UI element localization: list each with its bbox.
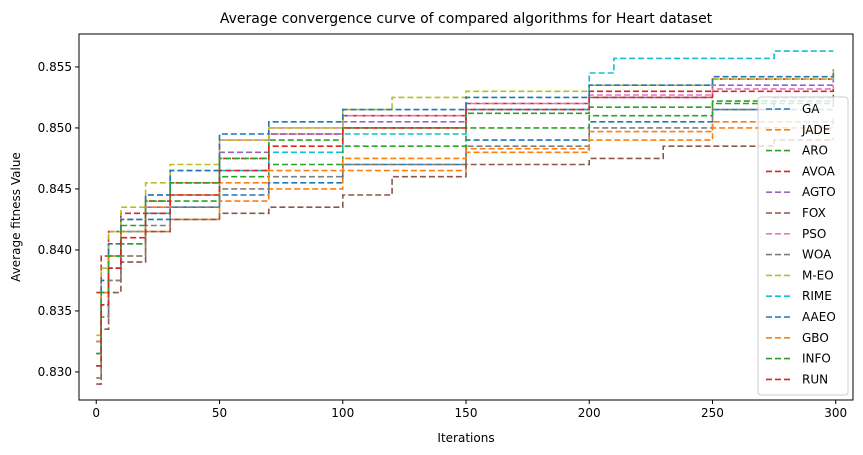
x-tick-label: 50 xyxy=(212,406,227,420)
series-layer xyxy=(96,50,835,385)
y-axis: 0.830 0.835 0.840 0.845 0.850 0.855 xyxy=(38,60,79,379)
legend-label-aaeo: AAEO xyxy=(802,310,836,324)
x-axis: 0 50 100 150 200 250 300 xyxy=(92,400,847,420)
y-tick-label: 0.850 xyxy=(38,121,72,135)
x-tick-label: 150 xyxy=(455,406,478,420)
x-tick-label: 300 xyxy=(824,406,847,420)
series-line-aaeo xyxy=(96,69,835,343)
legend-label-gbo: GBO xyxy=(802,331,829,345)
x-axis-label: Iterations xyxy=(437,431,494,445)
y-tick-label: 0.830 xyxy=(38,365,72,379)
x-tick-label: 250 xyxy=(701,406,724,420)
chart-title: Average convergence curve of compared al… xyxy=(220,11,713,27)
legend-label-fox: FOX xyxy=(802,206,826,220)
legend-label-aro: ARO xyxy=(802,144,828,158)
legend-label-info: INFO xyxy=(802,352,831,366)
legend-label-agto: AGTO xyxy=(802,185,836,199)
y-tick-label: 0.855 xyxy=(38,60,72,74)
legend-label-jade: JADE xyxy=(801,123,830,137)
legend-label-m-eo: M-EO xyxy=(802,268,834,282)
legend-label-pso: PSO xyxy=(802,227,826,241)
legend-label-woa: WOA xyxy=(802,248,832,262)
legend: GA JADE ARO AVOA AGTO FOX PSO WOA M-EO RIME AAEO GB… xyxy=(757,96,849,396)
y-axis-label: Average fitness Value xyxy=(9,152,23,282)
series-line-run xyxy=(96,87,835,367)
y-tick-label: 0.835 xyxy=(38,304,72,318)
y-tick-label: 0.840 xyxy=(38,243,72,257)
legend-label-avoa: AVOA xyxy=(802,164,836,178)
x-tick-label: 200 xyxy=(578,406,601,420)
y-tick-label: 0.845 xyxy=(38,182,72,196)
legend-label-run: RUN xyxy=(802,372,828,386)
legend-frame xyxy=(757,96,849,396)
legend-label-ga: GA xyxy=(802,102,820,116)
x-tick-label: 100 xyxy=(331,406,354,420)
x-tick-label: 0 xyxy=(92,406,100,420)
legend-label-rime: RIME xyxy=(802,289,832,303)
